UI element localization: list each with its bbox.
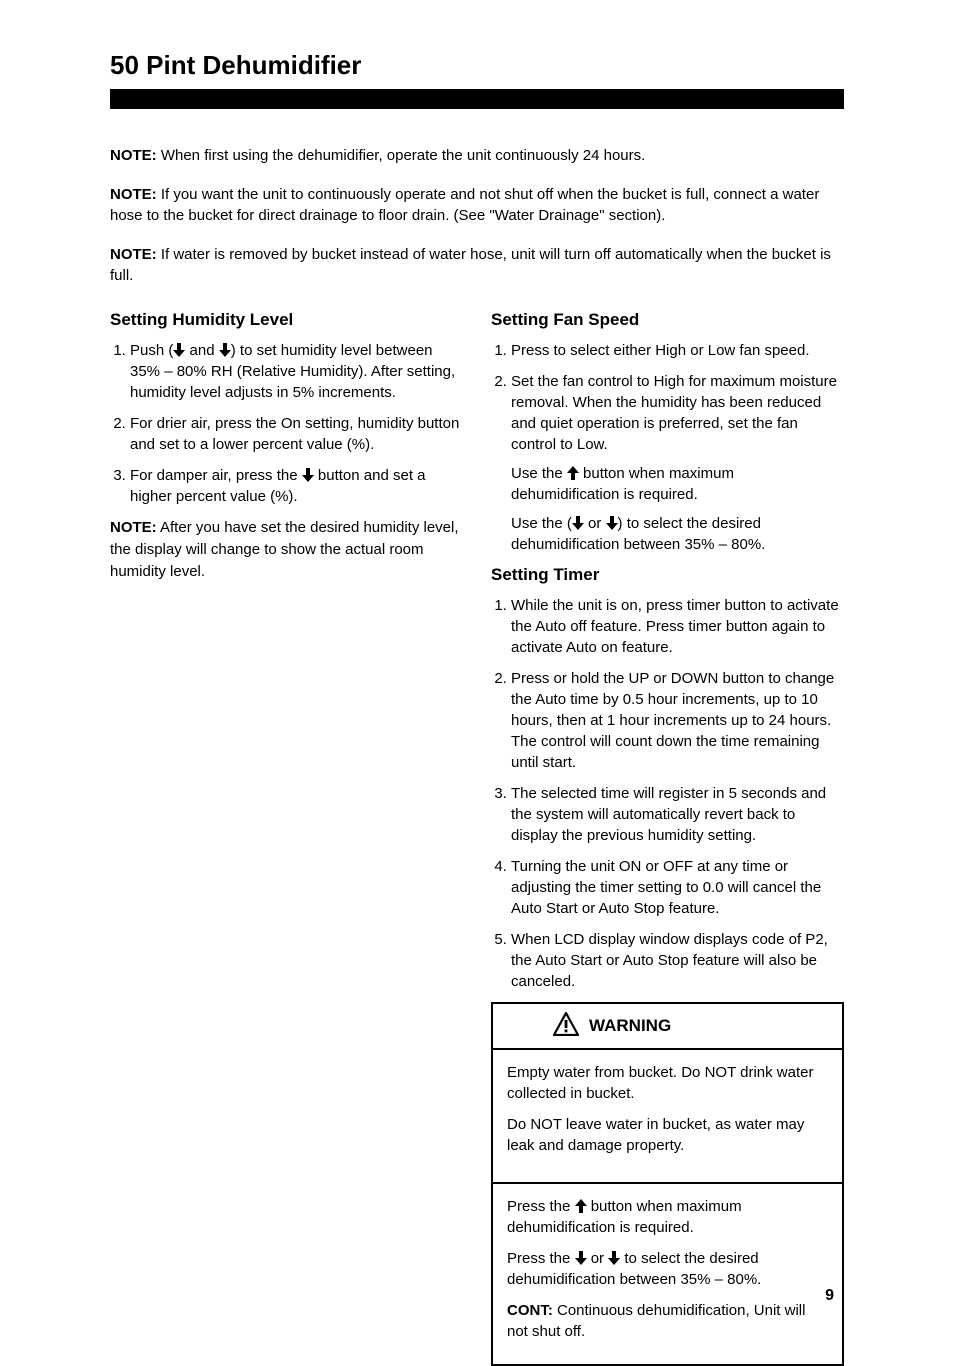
- arrow-up-icon: [567, 466, 579, 483]
- humidity-step-2: For drier air, press the On setting, hum…: [130, 413, 463, 455]
- note-label: NOTE:: [110, 186, 157, 203]
- right-column: Setting Fan Speed Press to select either…: [491, 304, 844, 1366]
- fs-2b-a: Use the (: [511, 515, 572, 532]
- warning-body: Empty water from bucket. Do NOT drink wa…: [493, 1050, 842, 1182]
- fs-2b-b: or: [584, 515, 606, 532]
- humidity-note: NOTE: After you have set the desired hum…: [110, 517, 463, 582]
- page-number: 9: [825, 1287, 834, 1305]
- fanspeed-step-2b: Use the ( or ) to select the desired deh…: [511, 513, 844, 555]
- warning-triangle-icon: [553, 1012, 579, 1040]
- humidity-step-1: Push ( and ) to set humidity level betwe…: [130, 340, 463, 403]
- arrow-down-icon: [575, 1251, 587, 1268]
- humidity-step-3: For damper air, press the button and set…: [130, 465, 463, 507]
- section-head-humidity: Setting Humidity Level: [110, 310, 463, 330]
- note-3: NOTE: If water is removed by bucket inst…: [110, 244, 844, 286]
- timer-step-5: When LCD display window displays code of…: [511, 929, 844, 992]
- note-2-text: If you want the unit to continuously ope…: [110, 186, 819, 224]
- page-title: 50 Pint Dehumidifier: [110, 50, 844, 81]
- timer-step-3: The selected time will register in 5 sec…: [511, 783, 844, 846]
- document-page: 50 Pint Dehumidifier NOTE: When first us…: [0, 0, 954, 1349]
- fanspeed-steps: Press to select either High or Low fan s…: [491, 340, 844, 555]
- arrow-up-icon: [575, 1199, 587, 1216]
- two-column-region: Setting Humidity Level Push ( and ) to s…: [110, 304, 844, 1366]
- humidity-steps: Push ( and ) to set humidity level betwe…: [110, 340, 463, 507]
- note-label: NOTE:: [110, 246, 157, 263]
- note-1-text: When first using the dehumidifier, opera…: [157, 147, 646, 164]
- warning-header: WARNING: [493, 1004, 842, 1050]
- note-1: NOTE: When first using the dehumidifier,…: [110, 145, 844, 166]
- info-2a: Press the: [507, 1250, 575, 1267]
- fanspeed-step-2: Set the fan control to High for maximum …: [511, 371, 844, 555]
- info-line-3: CONT: Continuous dehumidification, Unit …: [507, 1300, 828, 1342]
- section-head-fanspeed: Setting Fan Speed: [491, 310, 844, 330]
- humidity-step-1b: and: [185, 342, 218, 359]
- arrow-down-icon: [572, 516, 584, 533]
- timer-step-4: Turning the unit ON or OFF at any time o…: [511, 856, 844, 919]
- arrow-down-icon: [173, 343, 185, 360]
- humidity-note-text: After you have set the desired humidity …: [110, 519, 459, 580]
- warning-title: WARNING: [589, 1016, 671, 1036]
- fanspeed-step-2a: Use the button when maximum dehumidifica…: [511, 463, 844, 505]
- note-label: NOTE:: [110, 519, 157, 536]
- note-label: NOTE:: [110, 147, 157, 164]
- info-box: Press the button when maximum dehumidifi…: [491, 1184, 844, 1366]
- humidity-step-1a: Push (: [130, 342, 173, 359]
- note-2: NOTE: If you want the unit to continuous…: [110, 184, 844, 226]
- timer-step-2: Press or hold the UP or DOWN button to c…: [511, 668, 844, 773]
- arrow-down-icon: [219, 343, 231, 360]
- info-1a: Press the: [507, 1198, 575, 1215]
- fanspeed-step-1: Press to select either High or Low fan s…: [511, 340, 844, 361]
- title-rule: [110, 89, 844, 109]
- humidity-step-3a: For damper air, press the: [130, 467, 302, 484]
- section-head-timer: Setting Timer: [491, 565, 844, 585]
- left-column: Setting Humidity Level Push ( and ) to s…: [110, 304, 463, 1366]
- arrow-down-icon: [608, 1251, 620, 1268]
- warning-line-1: Empty water from bucket. Do NOT drink wa…: [507, 1062, 828, 1104]
- note-3-text: If water is removed by bucket instead of…: [110, 246, 831, 284]
- timer-steps: While the unit is on, press timer button…: [491, 595, 844, 992]
- warning-box: WARNING Empty water from bucket. Do NOT …: [491, 1002, 844, 1184]
- timer-step-1: While the unit is on, press timer button…: [511, 595, 844, 658]
- arrow-down-icon: [606, 516, 618, 533]
- fanspeed-step-2-text: Set the fan control to High for maximum …: [511, 373, 837, 453]
- cont-label: CONT:: [507, 1302, 553, 1319]
- info-2b: or: [587, 1250, 609, 1267]
- arrow-down-icon: [302, 468, 314, 485]
- info-line-2: Press the or to select the desired dehum…: [507, 1248, 828, 1290]
- fs-2a-a: Use the: [511, 465, 567, 482]
- warning-line-2: Do NOT leave water in bucket, as water m…: [507, 1114, 828, 1156]
- info-line-1: Press the button when maximum dehumidifi…: [507, 1196, 828, 1238]
